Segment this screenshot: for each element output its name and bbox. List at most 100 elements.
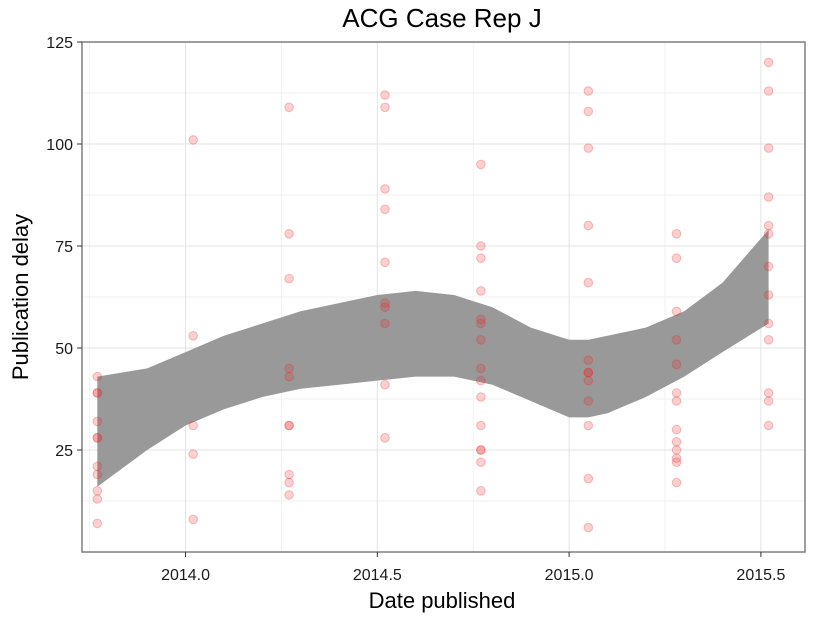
data-point (380, 298, 390, 308)
data-point (284, 371, 294, 382)
x-tick-label: 2014.5 (353, 567, 402, 584)
data-point (583, 277, 594, 288)
data-point (380, 204, 390, 215)
x-tick-label: 2015.0 (545, 567, 594, 584)
data-point (284, 477, 294, 488)
data-point (671, 229, 682, 239)
data-point (671, 457, 682, 468)
data-point (583, 143, 594, 153)
data-point (188, 331, 198, 341)
data-point (92, 416, 103, 427)
data-point (476, 286, 486, 296)
data-point (763, 192, 774, 202)
data-point (380, 257, 390, 268)
data-point (476, 445, 486, 455)
data-point (284, 273, 294, 284)
data-point (583, 375, 594, 386)
data-point (763, 388, 774, 398)
data-point (763, 396, 774, 406)
data-point (583, 522, 594, 533)
x-axis-ticks: 2014.0 2014.5 2015.0 2015.5 (161, 552, 785, 584)
data-point (92, 388, 103, 398)
data-point (671, 477, 682, 488)
data-point (284, 102, 294, 113)
data-point (763, 261, 774, 272)
y-tick-label: 125 (46, 35, 73, 52)
data-point (671, 453, 682, 464)
data-point (188, 135, 198, 145)
data-point (671, 359, 682, 370)
data-point (583, 367, 594, 378)
data-point (476, 335, 486, 345)
data-point (583, 473, 594, 484)
y-tick-label: 25 (55, 443, 73, 460)
data-point (763, 229, 774, 239)
data-point (671, 437, 682, 447)
x-axis-label: Date published (369, 588, 516, 613)
data-point (476, 318, 486, 329)
data-point (763, 86, 774, 96)
data-point (476, 375, 486, 386)
data-point (380, 433, 390, 443)
data-point (671, 335, 682, 345)
data-point (583, 355, 594, 366)
data-point (763, 290, 774, 300)
data-point (92, 518, 103, 529)
data-point (583, 86, 594, 96)
data-point (92, 469, 103, 480)
data-point (284, 420, 294, 431)
data-point (476, 420, 486, 431)
data-point (671, 396, 682, 406)
data-point (284, 469, 294, 480)
chart-title: ACG Case Rep J (342, 3, 541, 33)
y-tick-label: 100 (46, 137, 73, 154)
x-tick-label: 2014.0 (161, 567, 210, 584)
data-point (476, 253, 486, 264)
data-point (380, 379, 390, 390)
data-point (92, 371, 103, 382)
data-point (671, 445, 682, 455)
data-point (583, 367, 594, 378)
data-point (763, 335, 774, 345)
confidence-band (97, 229, 769, 487)
data-point (476, 445, 486, 455)
data-point (476, 314, 486, 325)
data-point (476, 486, 486, 496)
data-point (763, 318, 774, 329)
data-point (92, 433, 103, 443)
data-point (380, 302, 390, 313)
data-point (92, 494, 103, 504)
data-point (476, 457, 486, 468)
data-point (380, 102, 390, 113)
data-point (671, 424, 682, 435)
data-point (763, 220, 774, 231)
data-point (476, 392, 486, 402)
data-point (284, 420, 294, 431)
data-point (583, 420, 594, 431)
data-point (476, 241, 486, 251)
data-point (763, 420, 774, 431)
data-point (583, 106, 594, 117)
data-point (671, 388, 682, 398)
data-point (671, 253, 682, 264)
data-point (380, 184, 390, 194)
data-point (284, 490, 294, 500)
data-point (188, 420, 198, 431)
data-point (583, 220, 594, 231)
y-tick-label: 50 (55, 341, 73, 358)
data-point (380, 318, 390, 329)
y-axis-label: Publication delay (8, 214, 33, 380)
data-point (476, 363, 486, 374)
data-point (92, 433, 103, 443)
data-point (763, 57, 774, 68)
data-point (92, 486, 103, 496)
data-point (284, 229, 294, 239)
data-point (476, 159, 486, 170)
x-tick-label: 2015.5 (736, 567, 785, 584)
data-point (92, 388, 103, 398)
data-points (92, 57, 774, 533)
y-tick-label: 75 (55, 239, 73, 256)
y-axis-ticks: 25 50 75 100 125 (46, 35, 82, 460)
data-point (583, 396, 594, 406)
